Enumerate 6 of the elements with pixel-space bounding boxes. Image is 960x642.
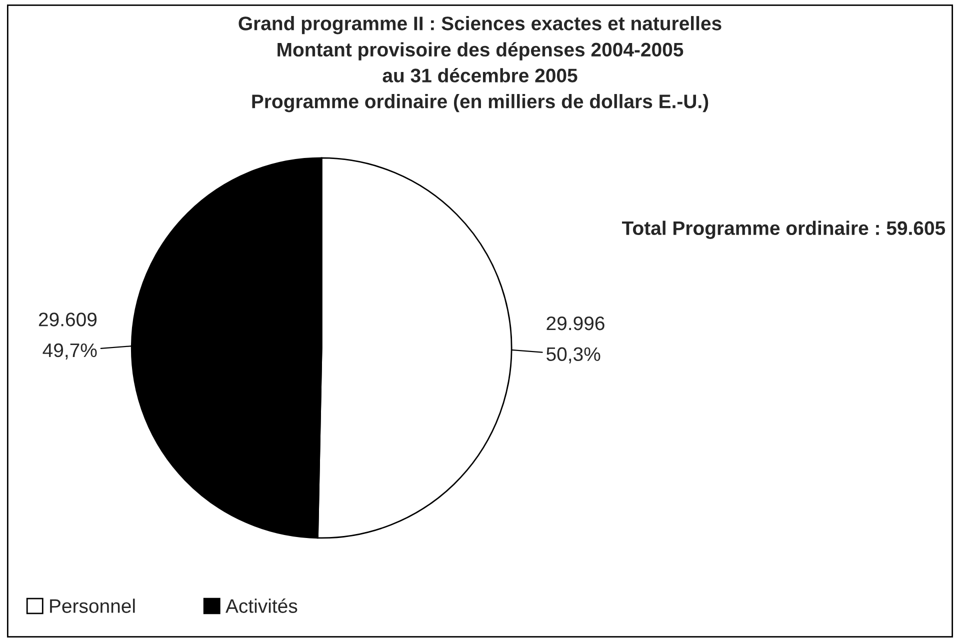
data-label: 29.609 49,7% <box>38 312 97 360</box>
legend-label: Activités <box>226 598 298 613</box>
text: Total Programme ordinaire : 59.605 <box>622 220 946 239</box>
legend-label: Personnel <box>50 598 135 613</box>
data-label: 29.996 50,3% <box>546 316 604 364</box>
chart-title: Grand programme II : Sciences exactes et naturelles Montant provisoire des dépenses 2004-2005 au 31 décembre 2005 Programme ordinaire (en milliers de dollars E.-U.) <box>238 16 722 112</box>
